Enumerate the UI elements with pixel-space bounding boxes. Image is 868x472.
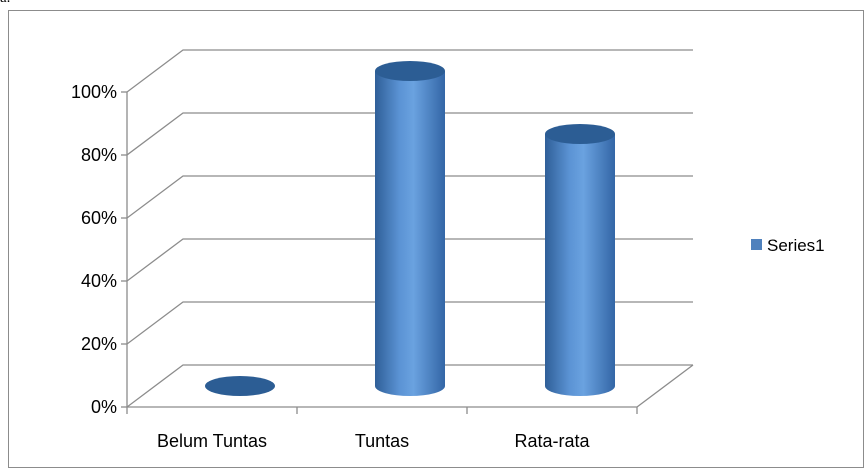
labels-layer: 0% 20% 40% 60% 80% 100% Belum Tuntas Tuntas Rata… bbox=[71, 82, 591, 451]
bar-top bbox=[205, 376, 275, 396]
bar-body bbox=[545, 134, 615, 396]
y-tick-label: 40% bbox=[81, 271, 117, 291]
x-tick-label: Tuntas bbox=[355, 431, 409, 451]
x-tick-label: Rata-rata bbox=[514, 431, 590, 451]
y-tick-label: 80% bbox=[81, 145, 117, 165]
cylinder-bar-chart: 0% 20% 40% 60% 80% 100% Belum Tuntas Tuntas Rata… bbox=[71, 49, 825, 451]
bar-top bbox=[375, 61, 445, 81]
legend-label-series1: Series1 bbox=[767, 236, 825, 255]
y-tick-label: 0% bbox=[91, 397, 117, 417]
y-tick-label: 60% bbox=[81, 208, 117, 228]
header-fragment: a. bbox=[0, 0, 14, 6]
gridline bbox=[126, 175, 693, 219]
y-tick-label: 20% bbox=[81, 334, 117, 354]
bar-top bbox=[545, 124, 615, 144]
bars-layer bbox=[205, 61, 615, 396]
grid-layer bbox=[126, 49, 693, 408]
gridline bbox=[126, 301, 693, 345]
y-tick-label: 100% bbox=[71, 82, 117, 102]
legend-swatch bbox=[751, 239, 762, 250]
gridline bbox=[126, 112, 693, 156]
axis-layer bbox=[121, 91, 694, 414]
legend: Series1 bbox=[751, 236, 825, 255]
bar-tuntas bbox=[375, 61, 445, 396]
x-tick-label: Belum Tuntas bbox=[157, 431, 267, 451]
gridline bbox=[126, 49, 693, 93]
gridline bbox=[126, 364, 693, 408]
bar-rata-rata bbox=[545, 124, 615, 396]
gridline bbox=[126, 238, 693, 282]
chart-area: 0% 20% 40% 60% 80% 100% Belum Tuntas Tuntas Rata… bbox=[8, 10, 864, 468]
bar-belum-tuntas bbox=[205, 376, 275, 396]
bar-body bbox=[375, 71, 445, 396]
